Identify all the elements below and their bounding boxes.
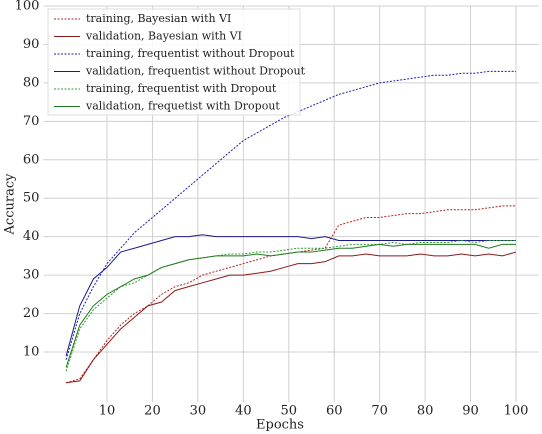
y-tick-label: 20: [23, 306, 40, 321]
x-tick-label: 80: [417, 404, 434, 419]
legend: training, Bayesian with VI validation, Ba…: [47, 8, 306, 116]
y-tick-label: 10: [23, 345, 40, 360]
x-tick-label: 40: [235, 404, 252, 419]
y-tick-label: 100: [15, 0, 40, 14]
legend-label: training, Bayesian with VI: [86, 12, 231, 25]
y-tick-label: 40: [23, 229, 40, 244]
y-tick-label: 90: [23, 37, 40, 52]
y-tick-label: 50: [23, 191, 40, 206]
series-line: [65, 205, 516, 384]
legend-label: validation, frequetist with Dropout: [85, 100, 280, 113]
x-tick-label: 20: [144, 404, 161, 419]
y-tick-label: 60: [23, 152, 40, 167]
x-tick-label: 60: [326, 404, 343, 419]
x-tick-label: 70: [371, 404, 388, 419]
series-line: [66, 251, 517, 384]
series-line: [65, 243, 516, 368]
x-tick-label: 30: [190, 404, 207, 419]
x-tick-label: 50: [281, 404, 298, 419]
legend-box: [47, 8, 301, 116]
x-axis-label: Epochs: [256, 418, 304, 433]
legend-label: training, frequentist without Dropout: [86, 47, 295, 60]
y-tick-label: 30: [23, 268, 40, 283]
y-axis-label: Accuracy: [3, 173, 18, 236]
y-tick-label: 80: [23, 75, 40, 90]
x-tick-label: 100: [504, 404, 529, 419]
legend-label: validation, Bayesian with VI: [85, 30, 242, 43]
x-tick-label: 10: [99, 404, 116, 419]
y-tick-label: 70: [23, 114, 40, 129]
legend-label: training, frequentist with Dropout: [86, 82, 277, 95]
series-line: [65, 234, 516, 356]
legend-label: validation, frequentist without Dropout: [85, 65, 306, 78]
x-tick-label: 90: [462, 404, 479, 419]
series-line: [65, 240, 516, 372]
